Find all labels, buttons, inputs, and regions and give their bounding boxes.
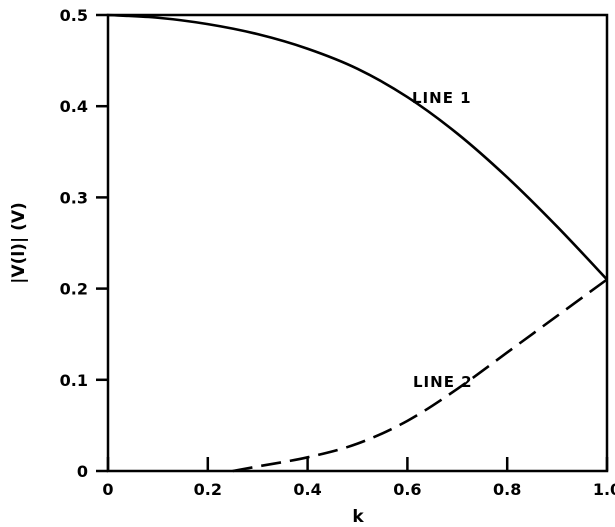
y-tick-label: 0 [77, 462, 88, 481]
x-tick-label: 0.6 [393, 480, 421, 499]
series-line-1 [107, 13, 608, 281]
y-tick-label: 0.2 [60, 280, 88, 299]
x-tick-label: 0 [102, 480, 113, 499]
x-tick-label: 1.0 [593, 480, 615, 499]
series-layer [107, 13, 608, 473]
x-tick-label: 0.2 [194, 480, 222, 499]
y-tick-label: 0.4 [60, 97, 88, 116]
series-label-line-1: LINE 1 [412, 89, 472, 107]
x-axis-ticks: 0 0.2 0.4 0.6 0.8 1.0 [102, 457, 615, 499]
y-tick-label: 0.1 [60, 371, 88, 390]
y-axis-ticks: 0 0.1 0.2 0.3 0.4 0.5 [60, 6, 108, 481]
y-tick-label: 0.5 [60, 6, 88, 25]
x-tick-label: 0.8 [493, 480, 521, 499]
series-label-line-2: LINE 2 [413, 373, 473, 391]
plot-frame [106, 13, 609, 473]
series-line-2 [232, 278, 608, 473]
x-tick-label: 0.4 [293, 480, 321, 499]
x-axis-title: k [352, 507, 364, 527]
y-axis-title: |V(l)| (V) [9, 202, 29, 284]
y-tick-label: 0.3 [60, 188, 88, 207]
